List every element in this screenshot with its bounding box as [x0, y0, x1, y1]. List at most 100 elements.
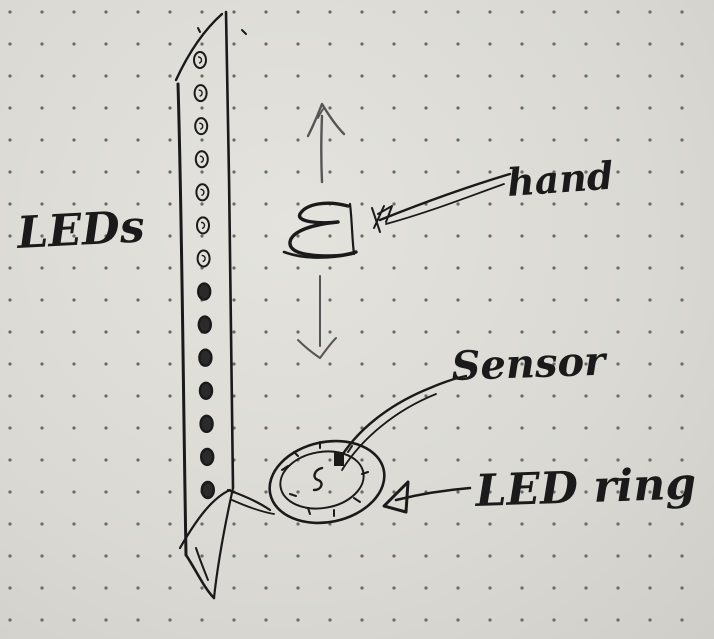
grid-dot: [104, 106, 108, 110]
grid-dot: [136, 106, 140, 110]
grid-dot: [328, 458, 332, 462]
grid-dot: [264, 490, 268, 494]
grid-dot: [264, 234, 268, 238]
grid-dot: [488, 74, 492, 78]
sensor-mark: [312, 466, 324, 492]
sensor-pointer: [336, 374, 468, 471]
grid-dot: [40, 426, 44, 430]
hand-label: hand: [505, 153, 614, 205]
grid-dot: [488, 106, 492, 110]
grid-dot: [456, 138, 460, 142]
grid-dot: [616, 298, 620, 302]
led-lit: [197, 315, 213, 334]
led-ring-ticks: [281, 441, 369, 517]
grid-dot: [648, 42, 652, 46]
grid-dot: [488, 42, 492, 46]
grid-dot: [264, 586, 268, 590]
grid-dot: [520, 426, 524, 430]
grid-dot: [104, 522, 108, 526]
grid-dot: [104, 202, 108, 206]
grid-dot: [296, 10, 300, 14]
grid-dot: [456, 586, 460, 590]
grid-dot: [488, 458, 492, 462]
grid-dot: [552, 170, 556, 174]
grid-dot: [616, 586, 620, 590]
grid-dot: [456, 42, 460, 46]
grid-dot: [104, 10, 108, 14]
led-unlit: [194, 150, 209, 169]
led-lit: [198, 348, 213, 367]
grid-dot: [40, 74, 44, 78]
grid-dot: [168, 362, 172, 366]
led-unlit: [196, 249, 211, 268]
grid-dot: [584, 586, 588, 590]
grid-dot: [232, 362, 236, 366]
grid-dot: [456, 458, 460, 462]
grid-dot: [680, 554, 684, 558]
grid-dot: [584, 42, 588, 46]
grid-dot: [648, 170, 652, 174]
grid-dot: [424, 298, 428, 302]
grid-dot: [616, 42, 620, 46]
grid-dot: [424, 10, 428, 14]
grid-dot: [552, 458, 556, 462]
grid-dot: [520, 10, 524, 14]
grid-dot: [232, 586, 236, 590]
grid-dot: [488, 202, 492, 206]
grid-dot: [520, 522, 524, 526]
grid-dot: [168, 426, 172, 430]
grid-dot: [8, 522, 12, 526]
grid-dot: [392, 458, 396, 462]
grid-dot: [424, 618, 428, 622]
grid-dot: [520, 618, 524, 622]
grid-dot: [488, 586, 492, 590]
grid-dot: [232, 10, 236, 14]
grid-dot: [168, 522, 172, 526]
grid-dot: [552, 362, 556, 366]
grid-dot: [584, 426, 588, 430]
grid-dot: [232, 330, 236, 334]
grid-dot: [72, 330, 76, 334]
grid-dot: [584, 362, 588, 366]
grid-dot: [360, 42, 364, 46]
grid-dot: [680, 298, 684, 302]
led-lit: [198, 381, 214, 400]
led-strip-top-edge: [174, 12, 224, 82]
grid-dot: [392, 554, 396, 558]
grid-dot: [104, 554, 108, 558]
grid-dot: [456, 74, 460, 78]
grid-dot: [296, 42, 300, 46]
grid-dot: [104, 586, 108, 590]
grid-dot: [424, 362, 428, 366]
grid-dot: [104, 74, 108, 78]
grid-dot: [648, 202, 652, 206]
led-strip-fold-edge: [212, 486, 235, 600]
grid-dot: [296, 202, 300, 206]
grid-dot: [584, 394, 588, 398]
grid-dot: [296, 362, 300, 366]
grid-dot: [232, 74, 236, 78]
grid-dot: [200, 586, 204, 590]
grid-dot: [136, 330, 140, 334]
grid-dot: [40, 42, 44, 46]
grid-dot: [392, 138, 396, 142]
grid-dot: [424, 458, 428, 462]
grid-dot: [616, 362, 620, 366]
grid-dot: [104, 362, 108, 366]
grid-dot: [584, 554, 588, 558]
grid-dot: [40, 138, 44, 142]
grid-dot: [328, 298, 332, 302]
grid-dot: [424, 266, 428, 270]
grid-dot: [264, 362, 268, 366]
grid-dot: [264, 202, 268, 206]
grid-dot: [456, 490, 460, 494]
grid-dot: [520, 586, 524, 590]
grid-dot: [104, 42, 108, 46]
grid-dot: [360, 266, 364, 270]
grid-dot: [392, 298, 396, 302]
grid-dot: [328, 330, 332, 334]
grid-dot: [264, 74, 268, 78]
grid-dot: [136, 298, 140, 302]
grid-dot: [616, 554, 620, 558]
grid-dot: [264, 458, 268, 462]
